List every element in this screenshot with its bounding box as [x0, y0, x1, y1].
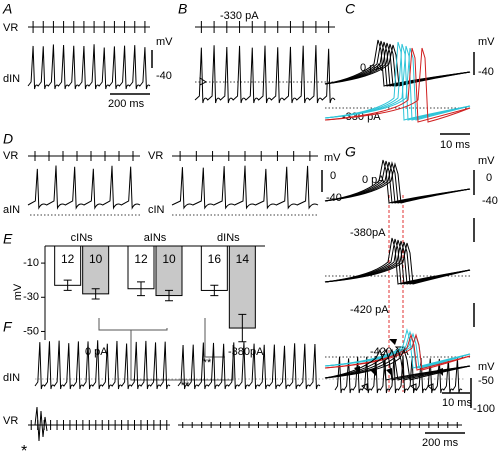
din-trace — [34, 340, 171, 390]
panel-letter: C — [345, 1, 356, 17]
bar — [155, 245, 183, 297]
x-tick-label: aINs — [144, 232, 167, 244]
time-scale: 200 ms — [108, 98, 145, 110]
arrowhead — [199, 77, 207, 86]
din-trace — [177, 342, 321, 390]
stimulus-marker: * — [21, 443, 27, 456]
scale-unit: mV — [324, 152, 341, 164]
trace-label: VR — [3, 150, 18, 162]
scale-level: 0 — [330, 170, 336, 182]
scale-unit: mV — [156, 36, 173, 48]
vr-trace — [28, 420, 170, 430]
trace-label: VR — [3, 415, 18, 427]
vr-trace — [34, 406, 48, 442]
spike-trace — [324, 333, 471, 371]
spike-trace — [324, 162, 471, 204]
n-label: 10 — [89, 252, 103, 266]
panel-letter: A — [2, 1, 12, 17]
time-scale: 200 ms — [422, 437, 459, 449]
panel-letter: G — [345, 144, 356, 160]
current-label: -330 pA — [220, 10, 259, 22]
vr-trace — [28, 21, 150, 33]
error-bar — [63, 279, 72, 291]
spike-trace — [324, 47, 471, 123]
trace-label: dIN — [3, 372, 20, 384]
y-tick-label: -10 — [23, 257, 39, 269]
panel-letter: D — [3, 131, 13, 147]
spike-trace — [324, 348, 471, 381]
x-tick-label: dINs — [217, 232, 240, 244]
y-tick-label: -50 — [23, 325, 39, 337]
bar — [200, 245, 228, 291]
significance: ** — [203, 357, 212, 369]
current-label: -380pA — [228, 346, 264, 358]
spike-trace — [324, 348, 471, 381]
vr-trace — [178, 422, 462, 428]
spike-trace — [324, 47, 471, 123]
trace-label: VR — [3, 22, 18, 34]
error-bar — [165, 289, 173, 302]
spike-trace — [324, 47, 471, 121]
y-tick-label: -30 — [23, 291, 39, 303]
scale-unit: mV — [478, 155, 495, 167]
error-bar — [91, 288, 100, 300]
significance: ** — [181, 380, 190, 392]
trace-label: dIN — [3, 73, 20, 85]
din-trace — [27, 44, 151, 90]
n-label: 14 — [236, 252, 250, 266]
panel-letter: E — [3, 231, 13, 247]
n-label: 10 — [162, 252, 176, 266]
vr-trace — [172, 151, 318, 161]
n-label: 16 — [208, 252, 222, 266]
scale-unit: mV — [478, 361, 495, 373]
scale-unit: mV — [478, 36, 495, 48]
scale-level: -40 — [482, 195, 498, 207]
n-label: 12 — [134, 252, 148, 266]
cin-trace — [171, 165, 319, 210]
din-trace — [334, 355, 463, 394]
error-bar — [210, 284, 219, 297]
y-axis-label: mV — [12, 283, 24, 300]
vr-trace — [28, 151, 140, 161]
trace-label: VR — [148, 150, 163, 162]
error-bar — [137, 281, 145, 297]
scale-level: -50 — [478, 375, 494, 387]
arrowhead — [389, 339, 397, 345]
vr-trace — [195, 21, 335, 33]
trace-label: cIN — [148, 204, 165, 216]
ain-trace — [27, 165, 141, 210]
scale-level: -40 — [478, 66, 494, 78]
trace-label: aIN — [3, 204, 20, 216]
din-trace — [194, 45, 336, 104]
spike-trace — [324, 348, 471, 381]
scale-level: -100 — [473, 403, 495, 415]
spike-trace — [324, 348, 471, 381]
scale-level: 0 — [486, 172, 492, 184]
scale-level: -40 — [156, 70, 172, 82]
time-scale: 10 ms — [442, 397, 472, 409]
current-label: -420 pA — [350, 304, 389, 316]
spike-trace — [324, 242, 471, 285]
spike-trace — [324, 161, 471, 204]
error-bar — [238, 313, 247, 343]
panel-letter: F — [3, 319, 13, 335]
bar — [54, 245, 82, 286]
time-scale: 10 ms — [440, 139, 470, 151]
current-label: -380pA — [350, 227, 386, 239]
n-label: 12 — [61, 252, 75, 266]
scale-level: -40 — [326, 192, 342, 204]
spike-trace — [324, 44, 471, 87]
x-tick-label: cINs — [71, 232, 94, 244]
panel-letter: B — [178, 1, 187, 17]
spike-trace — [324, 348, 471, 381]
